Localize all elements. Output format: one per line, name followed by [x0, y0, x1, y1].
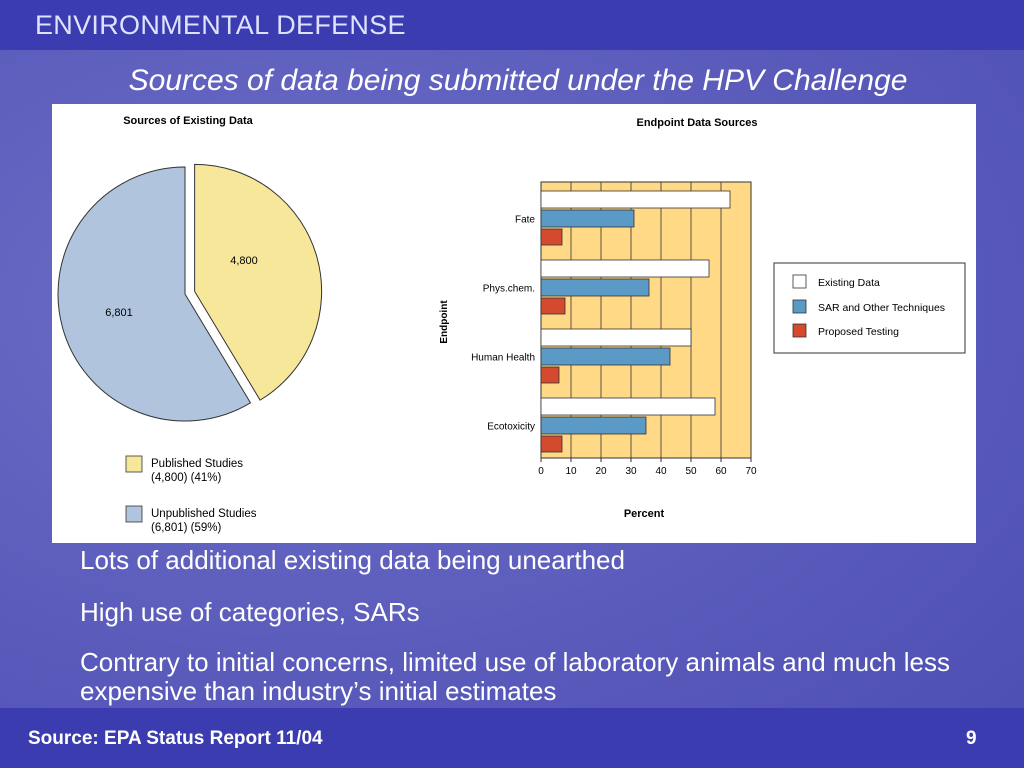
footer-source: Source: EPA Status Report 11/04 — [28, 728, 323, 749]
bar-legend-swatch-sar — [792, 299, 807, 314]
bar — [540, 435, 563, 453]
pie-legend-unpublished-detail: (6,801) (59%) — [151, 522, 221, 534]
bar-legend-proposed: Proposed Testing — [818, 326, 899, 338]
pie-legend-swatch-unpublished — [125, 505, 143, 523]
x-tick-label: 20 — [595, 466, 607, 477]
bar-legend-existing: Existing Data — [818, 277, 880, 289]
pie-label-published: 4,800 — [230, 255, 258, 267]
x-tick-label: 70 — [745, 466, 757, 477]
x-tick-label: 60 — [715, 466, 727, 477]
bar — [540, 328, 692, 347]
chart-figure: Sources of Existing Data 4,800 6,801 Pub… — [52, 104, 976, 543]
header-bar: ENVIRONMENTAL DEFENSE — [0, 0, 1024, 50]
pie-legend-published-name: Published Studies — [151, 458, 243, 470]
bullet-item: Lots of additional existing data being u… — [80, 545, 625, 575]
bar — [540, 278, 650, 297]
pie-slice — [194, 163, 323, 401]
page-number: 9 — [966, 728, 977, 749]
bar-legend-swatch-existing — [792, 274, 807, 289]
x-tick-label: 50 — [685, 466, 697, 477]
category-label: Fate — [515, 215, 535, 226]
pie-legend-swatch-published — [125, 455, 143, 473]
pie-slice — [57, 166, 252, 422]
slide-title: Sources of data being submitted under th… — [128, 64, 908, 97]
bar — [540, 190, 731, 209]
organization-name: ENVIRONMENTAL DEFENSE — [35, 10, 406, 40]
bar-x-axis-label: Percent — [624, 508, 665, 520]
bullet-item: High use of categories, SARs — [80, 597, 420, 627]
bar-legend-swatch-proposed — [792, 323, 807, 338]
pie-title: Sources of Existing Data — [123, 115, 253, 127]
bar — [540, 416, 647, 435]
x-tick-label: 10 — [565, 466, 577, 477]
bar — [540, 347, 671, 366]
bar-title: Endpoint Data Sources — [636, 117, 757, 129]
bullet-item: Contrary to initial concerns, limited us… — [80, 647, 950, 706]
category-label: Phys.chem. — [483, 284, 535, 295]
chart-canvas: Sources of Existing Data 4,800 6,801 Pub… — [57, 115, 966, 534]
category-label: Human Health — [471, 353, 535, 364]
x-tick-label: 0 — [538, 466, 544, 477]
bar — [540, 228, 563, 246]
pie-label-unpublished: 6,801 — [105, 307, 133, 319]
pie-chart — [57, 163, 323, 422]
x-tick-label: 30 — [625, 466, 637, 477]
bar — [540, 259, 710, 278]
footer-bar: Source: EPA Status Report 11/04 9 — [0, 708, 1024, 768]
bar — [540, 297, 566, 315]
pie-legend-published-detail: (4,800) (41%) — [151, 472, 221, 484]
category-label: Ecotoxicity — [487, 422, 535, 433]
bar-y-axis-label: Endpoint — [439, 300, 450, 344]
bar-chart: Fate Phys.chem. Human Health Ecotoxicity 0 10… — [471, 181, 757, 477]
bar — [540, 397, 716, 416]
bar-legend-sar: SAR and Other Techniques — [818, 302, 945, 314]
bar — [540, 209, 635, 228]
bar — [540, 366, 560, 384]
pie-legend-unpublished-name: Unpublished Studies — [151, 508, 257, 520]
x-tick-label: 40 — [655, 466, 667, 477]
